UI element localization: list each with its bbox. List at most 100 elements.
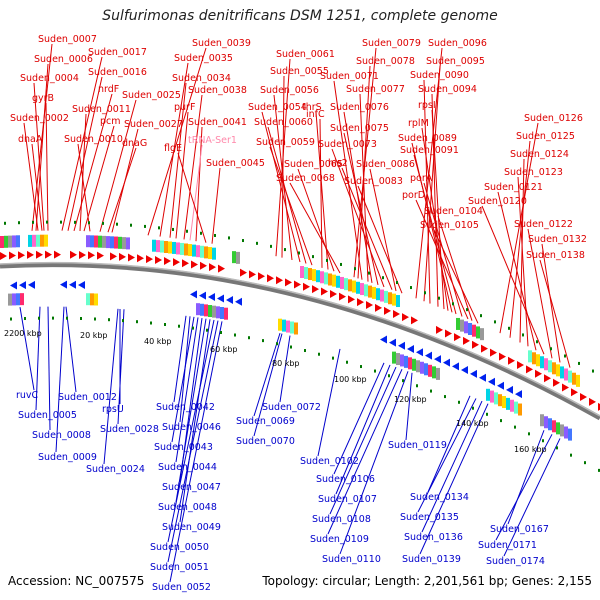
reverse-label-connector	[421, 400, 483, 533]
reverse-gene-arrow	[452, 362, 459, 371]
reverse-gene-arrow	[190, 290, 197, 299]
forward-gene-label: tRNA-Ser1	[188, 135, 237, 146]
forward-gene-arrow	[526, 365, 533, 374]
forward-feature-block	[388, 292, 392, 305]
reverse-gene-arrow	[28, 280, 35, 289]
reverse-label-connector	[503, 438, 561, 557]
reverse-feature-block	[548, 418, 552, 431]
tick-mark	[360, 365, 362, 369]
tick-mark	[200, 231, 202, 235]
forward-label-connector	[79, 113, 87, 232]
forward-gene-label: Suden_0086	[356, 159, 415, 170]
forward-feature-block	[536, 354, 540, 367]
forward-gene-label: infC	[306, 109, 325, 120]
forward-gene-label: Suden_0096	[428, 38, 487, 49]
forward-feature-block	[392, 293, 396, 306]
forward-gene-arrow	[348, 295, 355, 304]
forward-gene-label: Suden_0126	[524, 113, 583, 124]
forward-gene-label: Suden_0068	[276, 173, 335, 184]
forward-feature-block	[200, 245, 204, 258]
forward-feature-block	[232, 251, 236, 264]
tick-mark	[340, 262, 342, 266]
reverse-gene-arrow	[217, 294, 224, 303]
tick-mark	[130, 223, 132, 227]
reverse-label-connector	[169, 321, 223, 583]
reverse-feature-block	[224, 307, 228, 320]
tick-mark	[206, 328, 208, 332]
tick-mark	[38, 316, 40, 320]
tick-mark	[18, 221, 20, 225]
tick-mark	[416, 384, 418, 388]
forward-feature-block	[552, 362, 556, 375]
tick-mark	[32, 220, 34, 224]
tick-mark	[178, 324, 180, 328]
forward-label-connector	[341, 167, 393, 290]
reverse-feature-block	[90, 293, 94, 306]
kbp-scale-label: 160 kbp	[514, 445, 547, 454]
tick-mark	[234, 333, 236, 337]
forward-label-connector	[357, 65, 371, 279]
forward-feature-block	[348, 279, 352, 292]
reverse-label-connector	[167, 320, 219, 563]
reverse-feature-block	[408, 357, 412, 370]
forward-feature-block	[110, 236, 114, 249]
forward-feature-block	[106, 236, 110, 249]
forward-gene-arrow	[402, 313, 409, 322]
tick-mark	[564, 354, 566, 358]
reverse-gene-arrow	[226, 296, 233, 305]
reverse-gene-arrow	[69, 280, 76, 289]
forward-gene-arrow	[393, 309, 400, 318]
tick-mark	[60, 220, 62, 224]
forward-label-connector	[319, 118, 323, 268]
tick-mark	[466, 308, 468, 312]
forward-feature-block	[384, 290, 388, 303]
gene-tracks	[0, 220, 600, 472]
reverse-feature-block	[436, 367, 440, 380]
reverse-feature-block	[420, 361, 424, 374]
forward-gene-label: flgE	[164, 143, 182, 154]
tick-mark	[108, 318, 110, 322]
reverse-gene-label: Suden_0050	[150, 542, 209, 553]
forward-feature-block	[304, 267, 308, 280]
forward-gene-label: Suden_0045	[206, 158, 265, 169]
forward-gene-label: Suden_0104	[424, 206, 483, 217]
reverse-feature-block	[490, 390, 494, 403]
forward-gene-arrow	[384, 306, 391, 315]
forward-gene-arrow	[303, 282, 310, 291]
forward-gene-arrow	[27, 250, 34, 259]
forward-feature-block	[532, 352, 536, 365]
forward-gene-label: Suden_0011	[72, 104, 131, 115]
kbp-scale-label: 120 kbp	[394, 395, 427, 404]
reverse-gene-arrow	[515, 390, 522, 399]
forward-gene-arrow	[119, 252, 126, 261]
tick-mark	[270, 244, 272, 248]
forward-feature-block	[126, 237, 130, 250]
forward-feature-block	[464, 321, 468, 334]
forward-label-connector	[333, 80, 363, 280]
forward-feature-block	[556, 364, 560, 377]
reverse-feature-block	[86, 293, 90, 306]
reverse-label-connector	[333, 362, 385, 475]
reverse-gene-arrow	[380, 335, 387, 344]
forward-label-connector	[281, 75, 285, 258]
forward-gene-label: Suden_0061	[276, 49, 335, 60]
forward-gene-arrow	[182, 259, 189, 268]
forward-gene-label: Suden_0094	[418, 84, 477, 95]
forward-feature-block	[236, 251, 240, 264]
forward-feature-block	[32, 234, 36, 247]
tick-mark	[472, 406, 474, 410]
reverse-feature-block	[564, 426, 568, 439]
forward-label-connector	[357, 185, 403, 294]
forward-feature-block	[118, 236, 122, 249]
tick-mark	[486, 412, 488, 416]
tick-mark	[598, 468, 600, 472]
forward-label-connector	[183, 94, 203, 240]
reverse-feature-block	[290, 321, 294, 334]
tick-mark	[556, 446, 558, 450]
forward-gene-label: Suden_0122	[514, 219, 573, 230]
forward-gene-label: Suden_0054	[248, 102, 307, 113]
tick-mark	[592, 369, 594, 373]
tick-mark	[312, 255, 314, 259]
forward-gene-arrow	[258, 272, 265, 281]
reverse-gene-label: Suden_0134	[410, 492, 469, 503]
